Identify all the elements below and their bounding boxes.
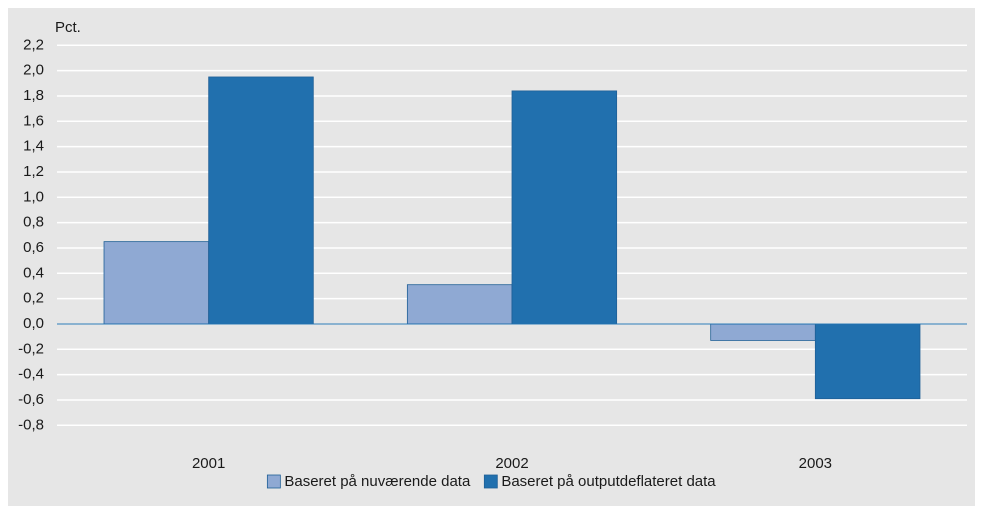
y-tick-label: -0,6 (18, 391, 44, 408)
y-tick-label: 0,4 (23, 264, 44, 281)
x-tick-label: 2001 (192, 455, 225, 472)
y-tick-label: 0,6 (23, 239, 44, 256)
y-tick-label: 1,2 (23, 163, 44, 180)
y-tick-label: 2,0 (23, 62, 44, 79)
y-tick-label: -0,4 (18, 366, 44, 383)
bar (511, 90, 618, 325)
y-tick-label: 1,4 (23, 138, 44, 155)
bar (814, 323, 921, 400)
y-tick-label: -0,2 (18, 340, 44, 357)
y-tick-label: 1,6 (23, 112, 44, 129)
y-tick-label: 2,2 (23, 36, 44, 53)
y-axis-label: Pct. (55, 19, 81, 36)
y-tick-label: 0,2 (23, 290, 44, 307)
y-tick-label: 1,0 (23, 188, 44, 205)
legend-label: Baseret på nuværende data (284, 473, 471, 490)
legend-swatch (266, 474, 281, 489)
bar (710, 323, 816, 341)
bar (208, 76, 314, 325)
legend-label: Baseret på outputdeflateret data (501, 473, 716, 490)
bar (103, 241, 210, 325)
y-tick-label: 1,8 (23, 87, 44, 104)
x-tick-label: 2002 (495, 455, 528, 472)
legend-swatch (483, 474, 498, 489)
x-tick-label: 2003 (799, 455, 832, 472)
y-tick-label: 0,0 (23, 315, 44, 332)
y-tick-label: 0,8 (23, 214, 44, 231)
bar (406, 284, 513, 325)
y-tick-label: -0,8 (18, 416, 44, 433)
